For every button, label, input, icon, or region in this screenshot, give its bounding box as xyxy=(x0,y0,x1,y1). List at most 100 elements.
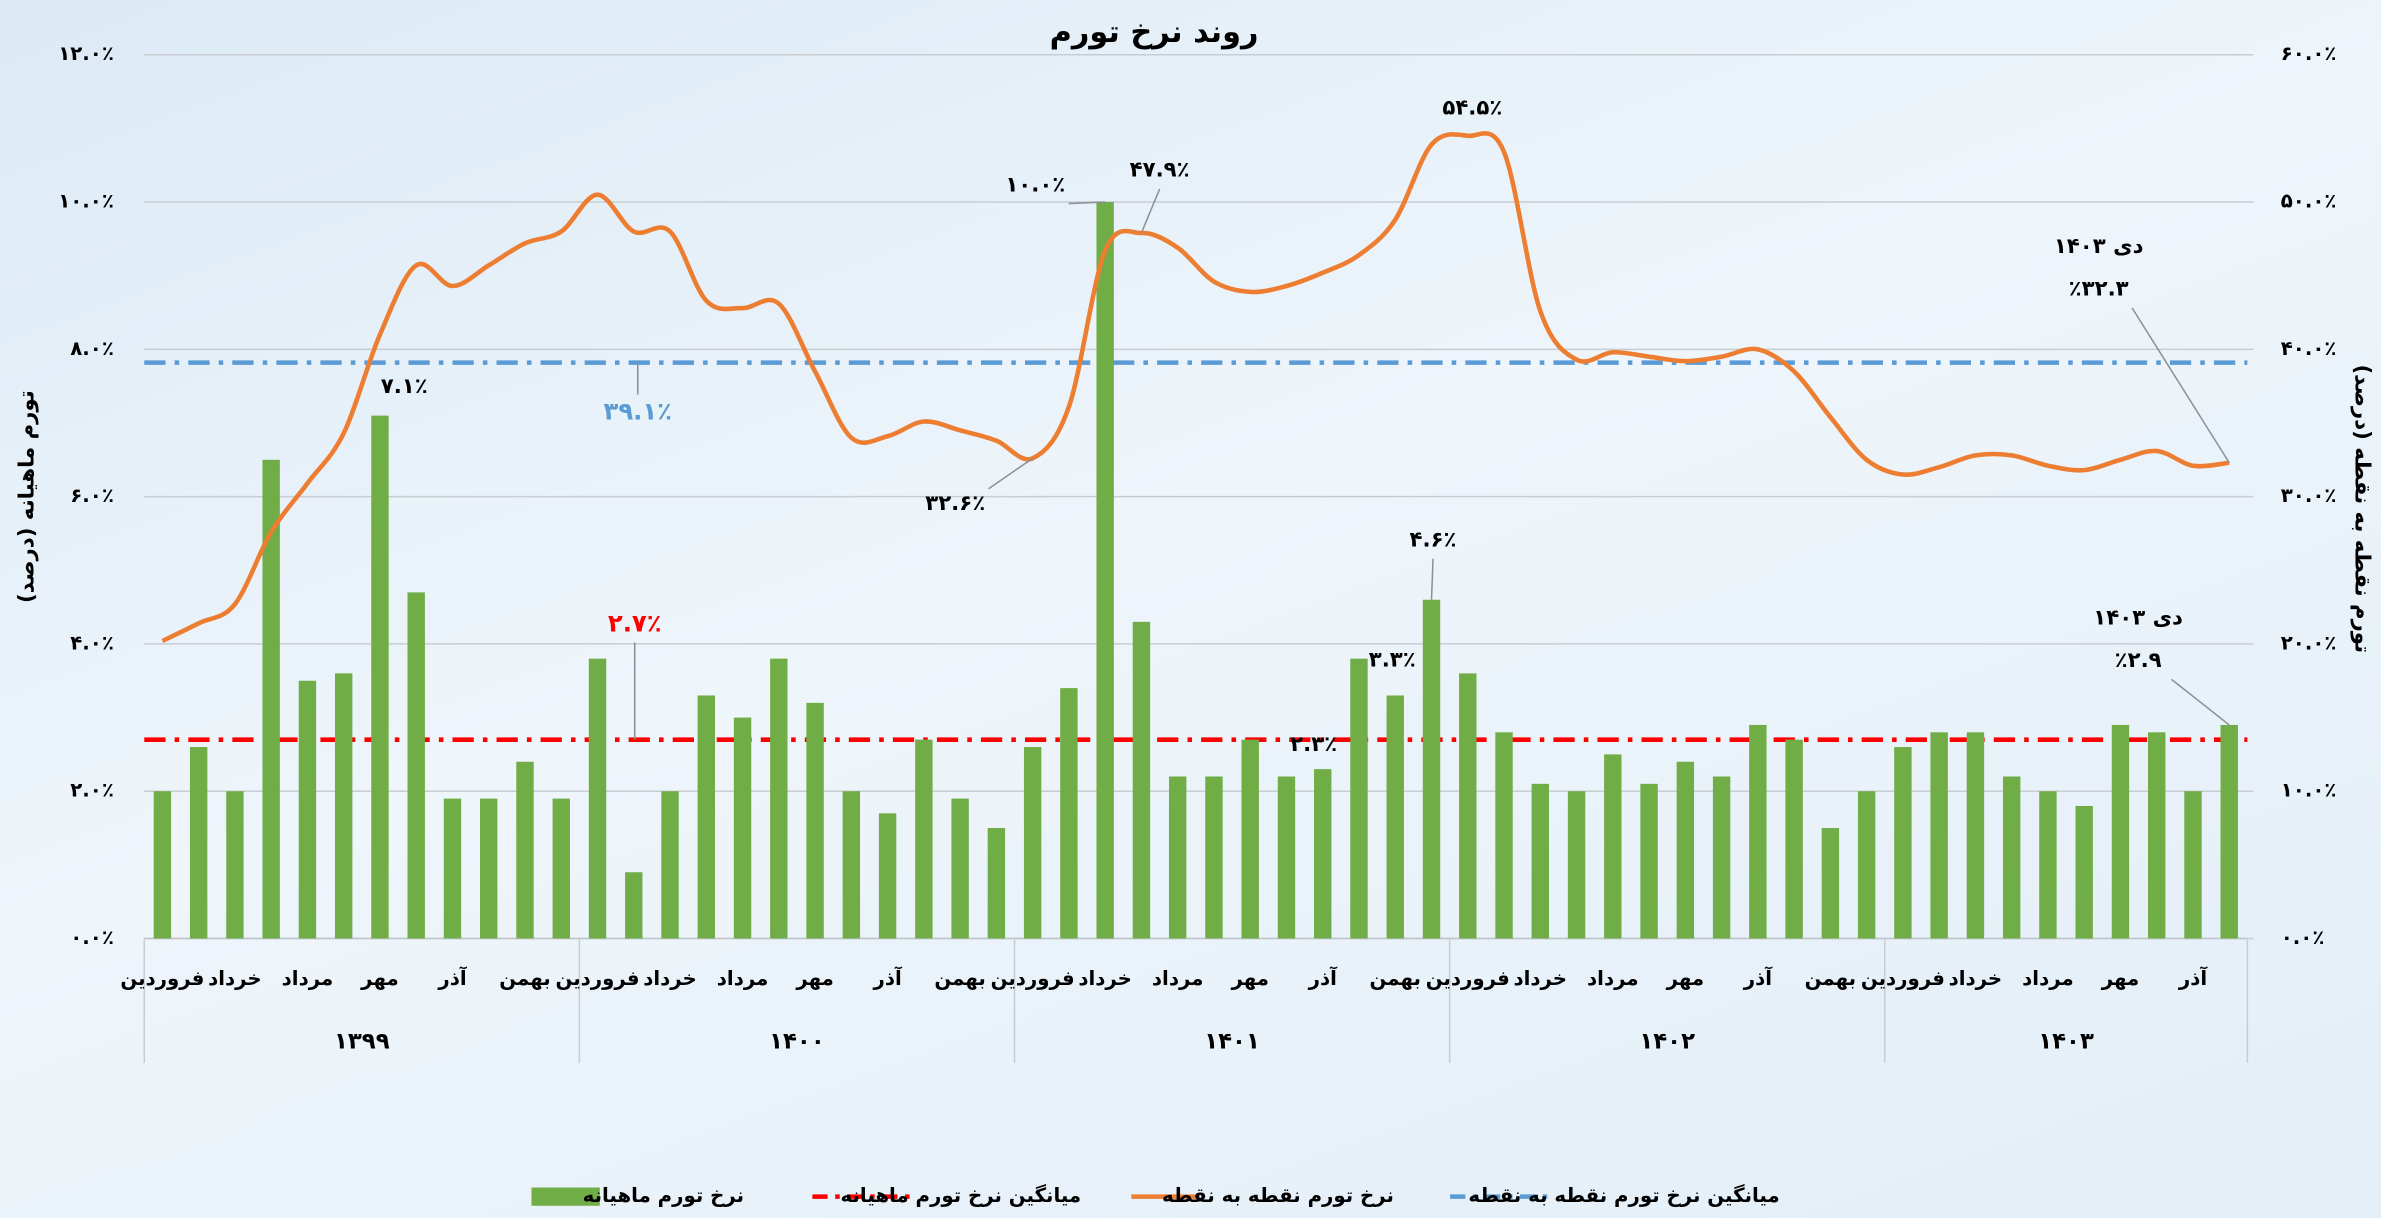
bar xyxy=(842,791,861,939)
x-tick-label: بهمن xyxy=(499,967,550,990)
y2-tick-label: ۲۰.۰٪ xyxy=(2281,631,2337,654)
line xyxy=(161,131,2230,644)
x-tick-label: مهر xyxy=(360,967,399,990)
bar xyxy=(1495,732,1513,939)
bar xyxy=(987,828,1006,939)
group-label: ۱۴۰۲ xyxy=(1639,1028,1695,1054)
data-label: ۳.۳٪ xyxy=(1369,648,1416,673)
legend-label: نرخ تورم ماهیانه xyxy=(583,1184,744,1207)
bar xyxy=(697,695,715,939)
bar xyxy=(1531,783,1549,939)
y-tick-label: ۶.۰٪ xyxy=(70,484,114,507)
bar xyxy=(1422,599,1441,939)
bar xyxy=(516,761,534,939)
bar xyxy=(1023,747,1042,939)
x-tick-label: آذر xyxy=(1743,966,1773,990)
bar xyxy=(1241,739,1259,939)
legend-swatch xyxy=(531,1187,600,1206)
y2-tick-label: ۳۰.۰٪ xyxy=(2281,484,2337,507)
group-label: ۱۴۰۰ xyxy=(769,1028,825,1054)
x-tick-label: خرداد xyxy=(208,967,262,990)
bar xyxy=(2075,805,2093,939)
bar xyxy=(262,459,280,939)
bar xyxy=(661,791,679,939)
x-tick-label: خرداد xyxy=(1078,967,1132,990)
data-label: ۷.۱٪ xyxy=(381,374,428,399)
bar xyxy=(1749,724,1767,939)
y-tick-label: ۱۰.۰٪ xyxy=(58,190,114,213)
y2-tick-label: ۴۰.۰٪ xyxy=(2281,337,2337,360)
bar xyxy=(480,798,498,939)
x-tick-label: خرداد xyxy=(1514,967,1568,990)
data-label: ٪۲.۹ xyxy=(2115,648,2162,673)
bar xyxy=(226,791,244,939)
bar xyxy=(443,798,462,939)
y-axis-title: تورم ماهیانه (درصد) xyxy=(14,390,39,603)
group-label: ۱۴۰۳ xyxy=(2038,1028,2094,1054)
bar xyxy=(1821,828,1840,939)
y-tick-label: ۲.۰٪ xyxy=(70,779,114,802)
bar xyxy=(1604,754,1622,939)
leader-line xyxy=(1430,558,1434,600)
annotation: ۱۴۰۳ دی xyxy=(2093,606,2183,631)
x-tick-label: فروردین xyxy=(555,967,639,990)
x-tick-label: فروردین xyxy=(1426,967,1510,990)
bar xyxy=(1350,658,1368,939)
chart-title: روند نرخ تورم xyxy=(1050,15,1259,50)
x-tick-label: مهر xyxy=(1230,967,1269,990)
bar xyxy=(1277,776,1296,939)
x-tick-label: آذر xyxy=(437,966,467,990)
bar xyxy=(806,702,824,939)
x-tick-label: مهر xyxy=(2101,967,2140,990)
x-tick-label: بهمن xyxy=(1370,967,1421,990)
bar xyxy=(915,739,933,939)
data-label: ۴.۶٪ xyxy=(1410,528,1457,553)
y-tick-label: ۱۲.۰٪ xyxy=(58,42,114,65)
group-label: ۱۳۹۹ xyxy=(334,1028,390,1054)
bar xyxy=(1314,769,1332,939)
legend-label: میانگین نرخ تورم ماهیانه xyxy=(840,1184,1081,1207)
bar xyxy=(552,798,570,939)
x-tick-label: بهمن xyxy=(1805,967,1856,990)
bar xyxy=(770,658,788,939)
y2-tick-label: ۱۰.۰٪ xyxy=(2281,779,2337,802)
x-tick-label: مرداد xyxy=(2022,967,2074,990)
x-tick-label: بهمن xyxy=(934,967,985,990)
annotation: ۱۴۰۳ دی xyxy=(2054,234,2144,259)
bar xyxy=(334,673,353,939)
bar xyxy=(2220,724,2238,939)
bar xyxy=(407,592,425,939)
reference-label: ۳۹.۱٪ xyxy=(604,397,673,426)
bar xyxy=(1712,776,1731,939)
y-tick-label: ۴.۰٪ xyxy=(70,631,114,654)
bar xyxy=(951,798,969,939)
bar xyxy=(733,717,752,939)
y2-axis-title: تورم نقطه به نقطه (درصد) xyxy=(2349,364,2374,653)
leader-line xyxy=(2131,307,2230,464)
x-tick-label: مهر xyxy=(1666,967,1705,990)
bar xyxy=(1966,732,1985,939)
data-label: ۲.۳٪ xyxy=(1290,732,1337,757)
bar xyxy=(1060,688,1078,939)
bar xyxy=(1785,739,1803,939)
legend-label: نرخ تورم نقطه به نقطه xyxy=(1162,1184,1394,1207)
leader-line xyxy=(2171,678,2230,726)
x-tick-label: مرداد xyxy=(282,967,334,990)
x-tick-label: فروردین xyxy=(991,967,1075,990)
bar xyxy=(1676,761,1695,939)
x-tick-label: خرداد xyxy=(643,967,697,990)
data-label: ۱۰.۰٪ xyxy=(1005,172,1065,197)
bar xyxy=(2039,791,2057,939)
leader-line xyxy=(1140,188,1161,234)
y2-tick-label: ۰.۰٪ xyxy=(2281,926,2325,949)
x-tick-label: فروردین xyxy=(1861,967,1945,990)
data-label: ۵۴.۵٪ xyxy=(1442,95,1502,120)
reference-label: ۲.۷٪ xyxy=(608,608,662,637)
bar xyxy=(1567,791,1586,939)
x-tick-label: مهر xyxy=(795,967,834,990)
y2-tick-label: ۶۰.۰٪ xyxy=(2281,42,2337,65)
x-tick-label: آذر xyxy=(872,966,902,990)
x-tick-label: آذر xyxy=(1308,966,1338,990)
bar xyxy=(1857,791,1876,939)
